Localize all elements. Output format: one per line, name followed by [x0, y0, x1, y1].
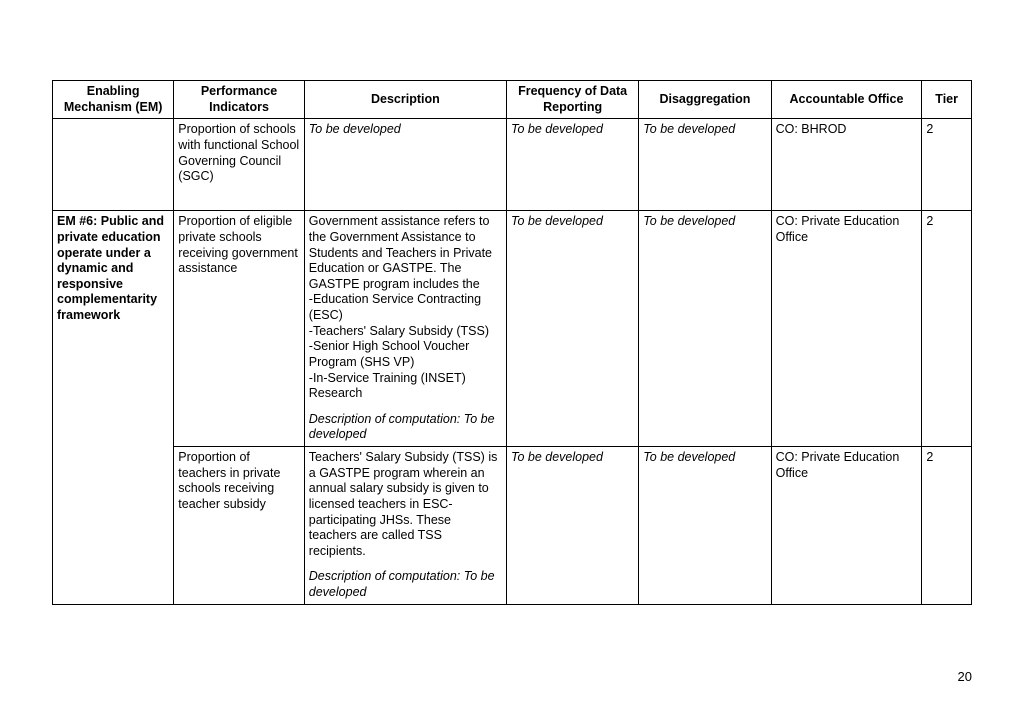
- header-em: Enabling Mechanism (EM): [53, 81, 174, 119]
- desc-bullet: -Education Service Contracting (ESC): [309, 292, 502, 323]
- cell-desc: Government assistance refers to the Gove…: [304, 211, 506, 447]
- indicators-table: Enabling Mechanism (EM) Performance Indi…: [52, 80, 972, 605]
- table-header-row: Enabling Mechanism (EM) Performance Indi…: [53, 81, 972, 119]
- desc-bullet: -In-Service Training (INSET) Research: [309, 371, 502, 402]
- cell-acc: CO: Private Education Office: [771, 447, 922, 605]
- header-freq: Frequency of Data Reporting: [506, 81, 638, 119]
- cell-pi: Proportion of schools with functional Sc…: [174, 119, 304, 211]
- cell-desc: To be developed: [304, 119, 506, 211]
- cell-acc: CO: Private Education Office: [771, 211, 922, 447]
- desc-bullet: -Teachers' Salary Subsidy (TSS): [309, 324, 502, 340]
- cell-tier: 2: [922, 447, 972, 605]
- header-dis: Disaggregation: [639, 81, 771, 119]
- cell-acc: CO: BHROD: [771, 119, 922, 211]
- cell-tier: 2: [922, 211, 972, 447]
- header-desc: Description: [304, 81, 506, 119]
- desc-bullet: -Senior High School Voucher Program (SHS…: [309, 339, 502, 370]
- cell-dis: To be developed: [639, 447, 771, 605]
- table-row: Proportion of teachers in private school…: [53, 447, 972, 605]
- cell-pi: Proportion of eligible private schools r…: [174, 211, 304, 447]
- cell-em: EM #6: Public and private education oper…: [53, 211, 174, 604]
- desc-p1: Teachers' Salary Subsidy (TSS) is a GAST…: [309, 450, 502, 559]
- table-row: EM #6: Public and private education oper…: [53, 211, 972, 447]
- cell-freq: To be developed: [506, 119, 638, 211]
- cell-tier: 2: [922, 119, 972, 211]
- cell-desc: Teachers' Salary Subsidy (TSS) is a GAST…: [304, 447, 506, 605]
- cell-freq: To be developed: [506, 447, 638, 605]
- cell-pi: Proportion of teachers in private school…: [174, 447, 304, 605]
- cell-dis: To be developed: [639, 119, 771, 211]
- em-text: EM #6: Public and private education oper…: [57, 214, 164, 322]
- header-pi: Performance Indicators: [174, 81, 304, 119]
- cell-dis: To be developed: [639, 211, 771, 447]
- cell-em: [53, 119, 174, 211]
- cell-freq: To be developed: [506, 211, 638, 447]
- desc-text: To be developed: [309, 122, 401, 136]
- page-number: 20: [958, 669, 972, 684]
- table-row: Proportion of schools with functional Sc…: [53, 119, 972, 211]
- desc-p1: Government assistance refers to the Gove…: [309, 214, 502, 292]
- desc-comp: Description of computation: To be develo…: [309, 412, 502, 443]
- desc-comp: Description of computation: To be develo…: [309, 569, 502, 600]
- header-acc: Accountable Office: [771, 81, 922, 119]
- header-tier: Tier: [922, 81, 972, 119]
